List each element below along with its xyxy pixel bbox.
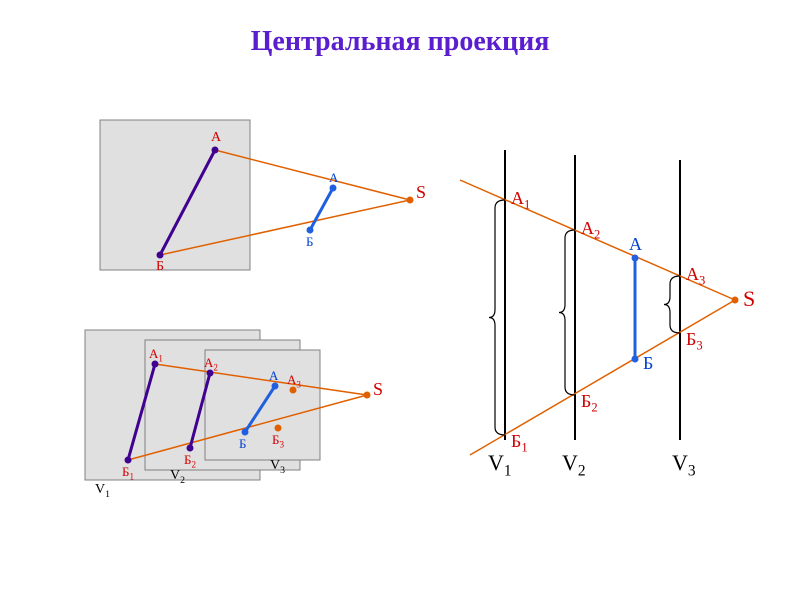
- fig2-point-b0: [125, 457, 132, 464]
- fig2-point-b3: [275, 425, 282, 432]
- fig2-label-a0: А1: [149, 346, 163, 364]
- fig1-point-s: [407, 197, 414, 204]
- fig2-label-b2: Б: [239, 436, 246, 452]
- fig3-label-V1: V1: [488, 450, 512, 480]
- fig3-label-a0: А1: [511, 188, 530, 213]
- fig3-label-V2: V2: [562, 450, 586, 480]
- fig2-point-s: [364, 392, 371, 399]
- fig3-label-b0: Б1: [511, 431, 528, 456]
- fig3-label-b3: Б3: [686, 329, 703, 354]
- fig1-plane: [100, 120, 250, 270]
- fig2-label-V3: V3: [270, 458, 285, 476]
- fig1-label-b-mid: Б: [306, 234, 313, 250]
- fig2-label-a3: А3: [287, 372, 301, 390]
- fig3-label-a1: А2: [581, 218, 600, 243]
- fig1-label-a-mid: А: [329, 170, 338, 186]
- fig2-point-b1: [187, 445, 194, 452]
- fig3-label-a3: А3: [686, 264, 705, 289]
- fig3-point-a-mid: [632, 255, 639, 262]
- fig1-ab-mid: [310, 188, 333, 230]
- fig3-label-V3: V3: [672, 450, 696, 480]
- fig2-label-s: S: [373, 379, 383, 400]
- fig3-brace-v3: [664, 276, 680, 333]
- fig2-label-b1: Б2: [184, 452, 196, 470]
- fig1-label-b-main: Б: [156, 259, 164, 275]
- fig3-point-s: [732, 297, 739, 304]
- fig3-brace-v1: [489, 200, 505, 435]
- fig3-label-s: S: [743, 286, 755, 312]
- fig1-point-b-mid: [307, 227, 314, 234]
- diagram-canvas: [0, 0, 800, 600]
- fig2-point-b2: [242, 429, 249, 436]
- fig2-label-b0: Б1: [122, 464, 134, 482]
- fig1-label-s: S: [416, 182, 426, 203]
- fig3-label-a2: А: [629, 234, 642, 255]
- fig3-label-b1: Б2: [581, 391, 598, 416]
- fig1-label-a-main: А: [211, 130, 221, 146]
- fig2-label-b3: Б3: [272, 432, 284, 450]
- fig2-label-a1: А2: [204, 355, 218, 373]
- fig1-point-b-main: [157, 252, 164, 259]
- fig3-ray-b: [470, 300, 735, 455]
- fig1-point-a-main: [212, 147, 219, 154]
- fig3-point-b-mid: [632, 356, 639, 363]
- fig2-label-a2: А: [269, 368, 278, 384]
- fig3-brace-v2: [559, 230, 575, 395]
- fig3-label-b2: Б: [643, 353, 653, 374]
- fig2-label-V1: V1: [95, 482, 110, 500]
- fig2-label-V2: V2: [170, 468, 185, 486]
